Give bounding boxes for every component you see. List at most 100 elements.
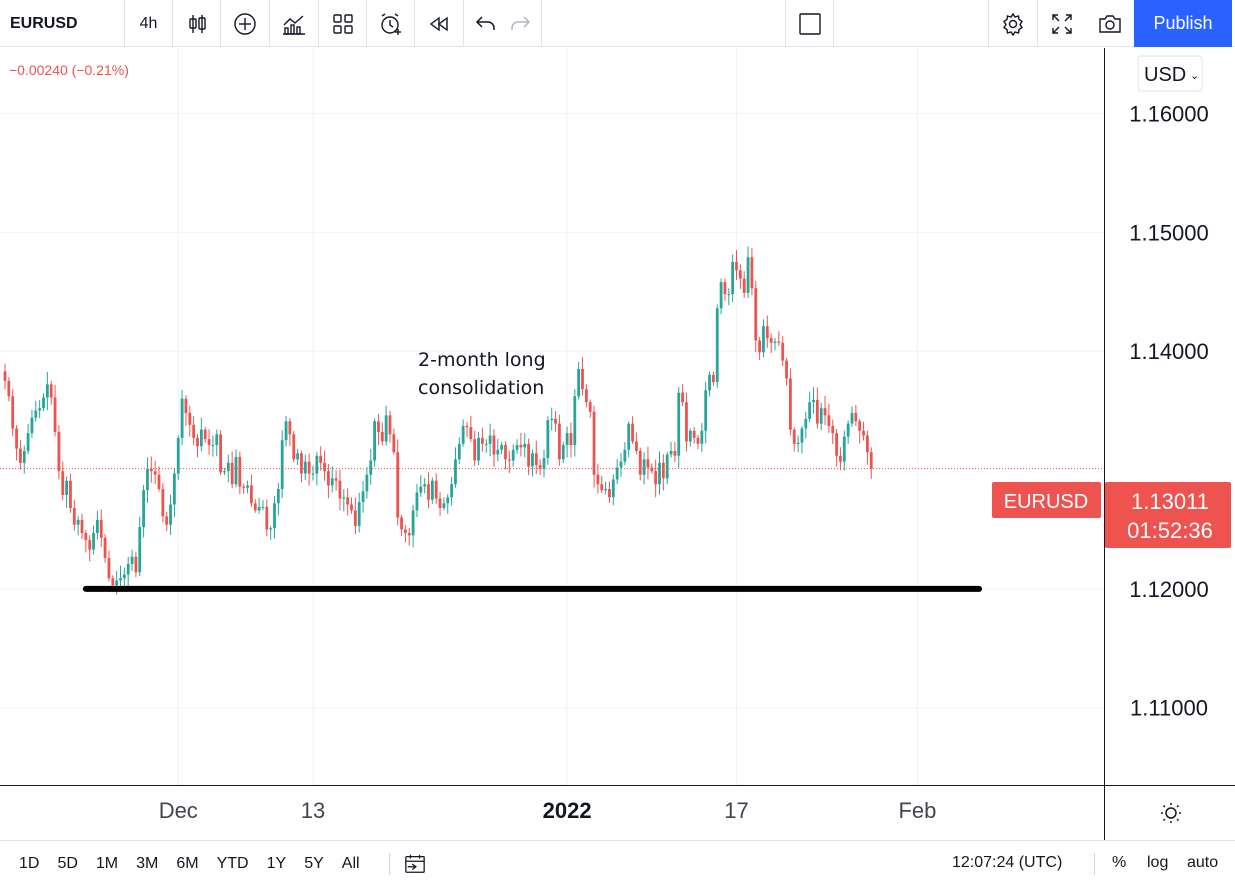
annotation-line-1[interactable]: 2-month long [418, 349, 546, 371]
candle-body [558, 423, 561, 460]
percent-toggle[interactable]: % [1112, 854, 1127, 871]
candle-body [126, 563, 130, 575]
candle-body [823, 408, 827, 416]
candle-body [34, 410, 38, 418]
candle-body [842, 436, 846, 462]
log-toggle[interactable]: log [1147, 854, 1169, 871]
y-tick-label: 1.12000 [1129, 577, 1209, 602]
candle-body [99, 519, 103, 538]
publish-button[interactable]: Publish [1134, 0, 1232, 47]
date-range-icon[interactable] [404, 853, 426, 875]
candle-body [446, 497, 450, 504]
candle-body [292, 434, 296, 460]
candle-body [423, 484, 427, 487]
candle-body [246, 485, 249, 488]
range-1y[interactable]: 1Y [266, 855, 287, 872]
candle-body [149, 468, 153, 472]
candle-body [731, 261, 735, 295]
candle-body [380, 431, 384, 442]
sun-icon[interactable] [1161, 803, 1181, 823]
change-legend: −0.00240 (−0.21%) [9, 62, 129, 78]
candle-body [257, 506, 261, 511]
candle-body [115, 580, 119, 586]
range-6m[interactable]: 6M [176, 855, 199, 872]
top-toolbar: EURUSD 4h [0, 0, 1235, 47]
candle-body [226, 462, 230, 472]
candle-body [15, 428, 18, 449]
symbol-search[interactable]: EURUSD [0, 0, 125, 47]
candle-body [858, 421, 862, 431]
candle-body [700, 430, 704, 444]
indicators-icon[interactable] [270, 0, 319, 47]
fullscreen-icon[interactable] [1038, 0, 1086, 47]
candle-body [638, 450, 642, 475]
redo-icon[interactable] [508, 12, 532, 36]
chevron-down-icon[interactable]: ⌄ [1190, 69, 1199, 82]
x-tick-label: 13 [301, 798, 325, 823]
candle-body [215, 434, 219, 446]
candle-body [338, 480, 342, 499]
candle-body [765, 326, 769, 339]
candle-body [350, 504, 353, 511]
y-tick-label: 1.16000 [1129, 101, 1209, 126]
layout-icon[interactable] [319, 0, 367, 47]
candles-icon[interactable] [173, 0, 221, 47]
candle-body [735, 261, 738, 271]
candle-body [781, 342, 785, 361]
currency-label[interactable]: USD [1144, 64, 1186, 86]
rectangle-icon[interactable] [786, 0, 834, 47]
candle-body [265, 506, 269, 530]
range-5d[interactable]: 5D [57, 855, 78, 872]
candle-body [176, 437, 180, 474]
candle-body [554, 418, 557, 424]
candle-body [250, 485, 253, 504]
alert-icon[interactable] [367, 0, 415, 47]
candle-body [581, 368, 584, 390]
divider [1094, 853, 1095, 875]
candle-body [330, 478, 334, 486]
auto-toggle[interactable]: auto [1187, 854, 1219, 871]
undo-icon[interactable] [474, 12, 498, 36]
candle-body [407, 532, 411, 536]
annotation-line-2[interactable]: consolidation [418, 377, 544, 399]
candle-body [746, 257, 750, 293]
range-ytd[interactable]: YTD [216, 855, 249, 872]
gear-icon[interactable] [989, 0, 1038, 47]
candle-body [719, 282, 723, 309]
candle-body [569, 433, 573, 446]
interval-button[interactable]: 4h [125, 0, 173, 47]
time-axis[interactable]: Dec 13 2022 17 Feb [0, 785, 1235, 840]
candle-body [415, 492, 419, 511]
candle-body [165, 516, 169, 525]
range-1m[interactable]: 1M [95, 855, 119, 872]
candle-body [65, 480, 68, 495]
price-scale[interactable] [1104, 48, 1235, 785]
candle-body [469, 427, 473, 440]
candle-body [704, 390, 708, 431]
last-price-tag [1105, 482, 1231, 548]
clock-time[interactable]: 12:07:24 (UTC) [952, 854, 1063, 871]
replay-icon[interactable] [415, 0, 464, 47]
candle-body [604, 489, 607, 491]
candle-body [804, 418, 808, 429]
candle-body [411, 510, 415, 536]
range-5y[interactable]: 5Y [304, 855, 324, 872]
candle-body [119, 578, 122, 581]
candle-body [477, 437, 480, 461]
camera-icon[interactable] [1086, 0, 1134, 47]
plus-circle-icon[interactable] [221, 0, 270, 47]
candle-body [438, 498, 442, 509]
candle-body [692, 430, 696, 438]
candle-body [369, 460, 373, 475]
candle-body [673, 450, 677, 456]
currency-button[interactable] [1137, 55, 1203, 92]
candle-body [26, 433, 30, 451]
price-chart[interactable]: −0.00240 (−0.21%) 2-month long consolida… [0, 48, 1235, 785]
candle-body [484, 443, 488, 445]
range-3m[interactable]: 3M [136, 855, 159, 872]
candle-body [542, 458, 546, 469]
candle-body [615, 467, 619, 480]
range-1d[interactable]: 1D [19, 855, 40, 872]
range-all[interactable]: All [341, 855, 360, 872]
